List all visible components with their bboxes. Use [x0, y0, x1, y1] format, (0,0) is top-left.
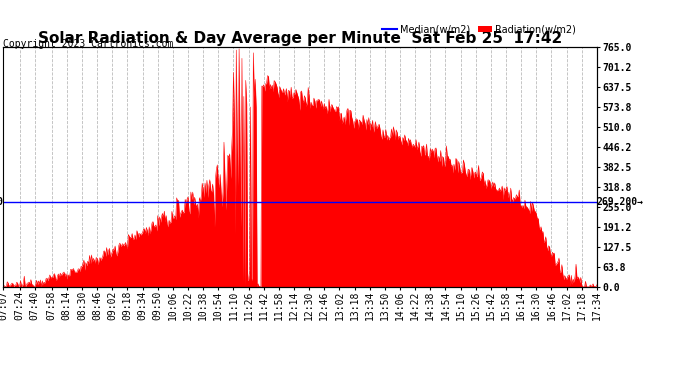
Text: 269.200→: 269.200→: [597, 197, 644, 207]
Legend: Median(w/m2), Radiation(w/m2): Median(w/m2), Radiation(w/m2): [378, 21, 580, 38]
Text: Copyright 2023 Cartronics.com: Copyright 2023 Cartronics.com: [3, 39, 174, 50]
Text: ←269.200: ←269.200: [0, 197, 3, 207]
Title: Solar Radiation & Day Average per Minute  Sat Feb 25  17:42: Solar Radiation & Day Average per Minute…: [38, 31, 562, 46]
